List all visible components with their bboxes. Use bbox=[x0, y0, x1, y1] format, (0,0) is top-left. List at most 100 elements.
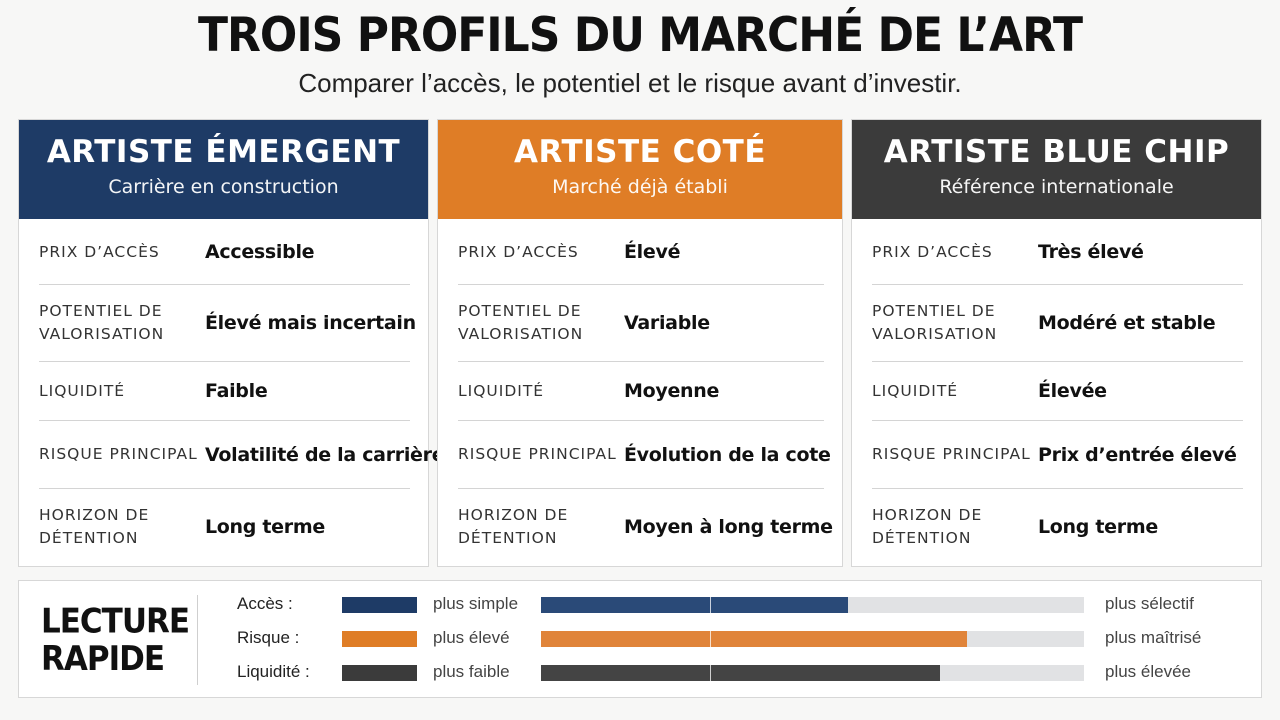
row-horizon: HORIZON DE DÉTENTION Moyen à long terme bbox=[458, 489, 833, 565]
row-label-line: POTENTIEL DE bbox=[872, 302, 996, 320]
row-label-line: DÉTENTION bbox=[458, 529, 558, 547]
row-label-line: POTENTIEL DE bbox=[458, 302, 582, 320]
card-header: ARTISTE COTÉ Marché déjà établi bbox=[438, 120, 842, 219]
card-subtitle: Marché déjà établi bbox=[552, 176, 728, 198]
card-header: ARTISTE ÉMERGENT Carrière en constructio… bbox=[19, 120, 428, 219]
row-label-line: HORIZON DE bbox=[458, 506, 569, 524]
row-potentiel: POTENTIEL DE VALORISATION Variable bbox=[458, 285, 824, 362]
card-artiste-emergent: ARTISTE ÉMERGENT Carrière en constructio… bbox=[18, 119, 445, 567]
row-value: Moyenne bbox=[624, 380, 720, 402]
row-label: PRIX D’ACCÈS bbox=[458, 242, 579, 261]
row-horizon: HORIZON DE DÉTENTION Long terme bbox=[872, 489, 1243, 565]
summary-panel: LECTURE RAPIDE Accès : plus simple plus s… bbox=[18, 580, 1262, 698]
row-value: Moyen à long terme bbox=[624, 516, 833, 538]
card-header: ARTISTE BLUE CHIP Référence internationa… bbox=[852, 120, 1261, 219]
page-title: TROIS PROFILS DU MARCHÉ DE L’ART bbox=[198, 7, 1083, 64]
row-label-line: VALORISATION bbox=[458, 325, 584, 343]
summary-label: Liquidité : bbox=[237, 662, 310, 681]
level-bar-fill bbox=[541, 665, 941, 681]
summary-left-text: plus simple bbox=[433, 594, 519, 613]
summary-title-line: RAPIDE bbox=[41, 639, 165, 679]
row-potentiel: POTENTIEL DE VALORISATION Élevé mais ince… bbox=[39, 285, 416, 362]
level-bar bbox=[541, 665, 1084, 681]
row-label: RISQUE PRINCIPAL bbox=[872, 445, 1031, 463]
card-title: ARTISTE BLUE CHIP bbox=[883, 134, 1230, 170]
row-value: Élevé mais incertain bbox=[205, 312, 416, 334]
row-value: Faible bbox=[205, 380, 268, 402]
row-value: Long terme bbox=[205, 516, 325, 538]
row-label: PRIX D’ACCÈS bbox=[872, 242, 993, 261]
card-title: ARTISTE COTÉ bbox=[513, 134, 767, 170]
level-bar bbox=[541, 597, 1084, 613]
summary-row-acces: Accès : plus simple plus sélectif bbox=[19, 592, 1261, 618]
summary-label: Risque : bbox=[237, 628, 300, 647]
card-title: ARTISTE ÉMERGENT bbox=[46, 134, 401, 170]
row-value: Élevée bbox=[1038, 380, 1107, 402]
row-value: Élevé bbox=[624, 241, 681, 263]
row-label: RISQUE PRINCIPAL bbox=[39, 445, 198, 463]
color-swatch bbox=[342, 631, 417, 647]
summary-label: Accès : bbox=[237, 594, 293, 613]
row-risque: RISQUE PRINCIPAL Volatilité de la carriè… bbox=[39, 421, 445, 489]
row-value: Variable bbox=[624, 312, 710, 334]
level-bar-tick bbox=[710, 597, 711, 613]
row-label: HORIZON DE DÉTENTION bbox=[458, 504, 624, 550]
row-value: Évolution de la cote bbox=[624, 443, 831, 466]
card-artiste-cote: ARTISTE COTÉ Marché déjà établi PRIX D’A… bbox=[437, 119, 843, 567]
card-subtitle: Carrière en construction bbox=[108, 176, 339, 198]
summary-title-line: LECTURE bbox=[41, 601, 190, 642]
row-value: Accessible bbox=[205, 241, 315, 263]
color-swatch bbox=[342, 665, 417, 681]
level-bar bbox=[541, 631, 1084, 647]
row-liquidite: LIQUIDITÉ Faible bbox=[39, 362, 410, 421]
row-prix-acces: PRIX D’ACCÈS Très élevé bbox=[872, 220, 1243, 285]
card-subtitle: Référence internationale bbox=[939, 176, 1174, 198]
level-bar-tick bbox=[710, 631, 711, 647]
card-artiste-blue-chip: ARTISTE BLUE CHIP Référence internationa… bbox=[851, 119, 1262, 567]
row-value: Long terme bbox=[1038, 516, 1158, 538]
row-label: POTENTIEL DE VALORISATION bbox=[872, 300, 1038, 346]
row-value: Modéré et stable bbox=[1038, 312, 1216, 334]
row-prix-acces: PRIX D’ACCÈS Accessible bbox=[39, 220, 410, 285]
summary-row-risque: Risque : plus élevé plus maîtrisé bbox=[19, 626, 1261, 652]
summary-right-text: plus maîtrisé bbox=[1105, 628, 1202, 647]
summary-left-text: plus élevé bbox=[433, 628, 510, 647]
row-prix-acces: PRIX D’ACCÈS Élevé bbox=[458, 220, 824, 285]
summary-row-liquidite: Liquidité : plus faible plus élevée bbox=[19, 660, 1261, 686]
row-label-line: DÉTENTION bbox=[39, 529, 139, 547]
row-label: POTENTIEL DE VALORISATION bbox=[39, 300, 205, 346]
row-label: PRIX D’ACCÈS bbox=[39, 242, 160, 261]
summary-right-text: plus élevée bbox=[1105, 662, 1192, 681]
row-label-line: HORIZON DE bbox=[872, 506, 983, 524]
row-label-line: VALORISATION bbox=[39, 325, 165, 343]
summary-title: LECTURE RAPIDE bbox=[41, 601, 190, 679]
summary-left-text: plus faible bbox=[433, 662, 510, 681]
level-bar-fill bbox=[541, 597, 848, 613]
row-liquidite: LIQUIDITÉ Élevée bbox=[872, 362, 1243, 421]
row-label: HORIZON DE DÉTENTION bbox=[872, 504, 1038, 550]
color-swatch bbox=[342, 597, 417, 613]
row-label: LIQUIDITÉ bbox=[39, 381, 126, 400]
row-potentiel: POTENTIEL DE VALORISATION Modéré et stabl… bbox=[872, 285, 1243, 362]
page-subtitle: Comparer l’accès, le potentiel et le ris… bbox=[298, 68, 962, 98]
row-label: LIQUIDITÉ bbox=[872, 381, 959, 400]
row-label-line: VALORISATION bbox=[872, 325, 998, 343]
row-label-line: DÉTENTION bbox=[872, 529, 972, 547]
row-liquidite: LIQUIDITÉ Moyenne bbox=[458, 362, 824, 421]
row-risque: RISQUE PRINCIPAL Prix d’entrée élevé bbox=[872, 421, 1243, 489]
row-value: Volatilité de la carrière bbox=[205, 443, 445, 466]
row-label: LIQUIDITÉ bbox=[458, 381, 545, 400]
level-bar-fill bbox=[541, 631, 968, 647]
row-label: HORIZON DE DÉTENTION bbox=[39, 504, 205, 550]
row-value: Prix d’entrée élevé bbox=[1038, 443, 1237, 466]
row-label-line: POTENTIEL DE bbox=[39, 302, 163, 320]
row-label-line: HORIZON DE bbox=[39, 506, 150, 524]
level-bar-tick bbox=[710, 665, 711, 681]
row-risque: RISQUE PRINCIPAL Évolution de la cote bbox=[458, 421, 831, 489]
summary-divider bbox=[197, 595, 198, 685]
summary-right-text: plus sélectif bbox=[1105, 594, 1194, 613]
row-label: POTENTIEL DE VALORISATION bbox=[458, 300, 624, 346]
row-label: RISQUE PRINCIPAL bbox=[458, 445, 617, 463]
row-value: Très élevé bbox=[1038, 241, 1144, 263]
row-horizon: HORIZON DE DÉTENTION Long terme bbox=[39, 489, 410, 565]
